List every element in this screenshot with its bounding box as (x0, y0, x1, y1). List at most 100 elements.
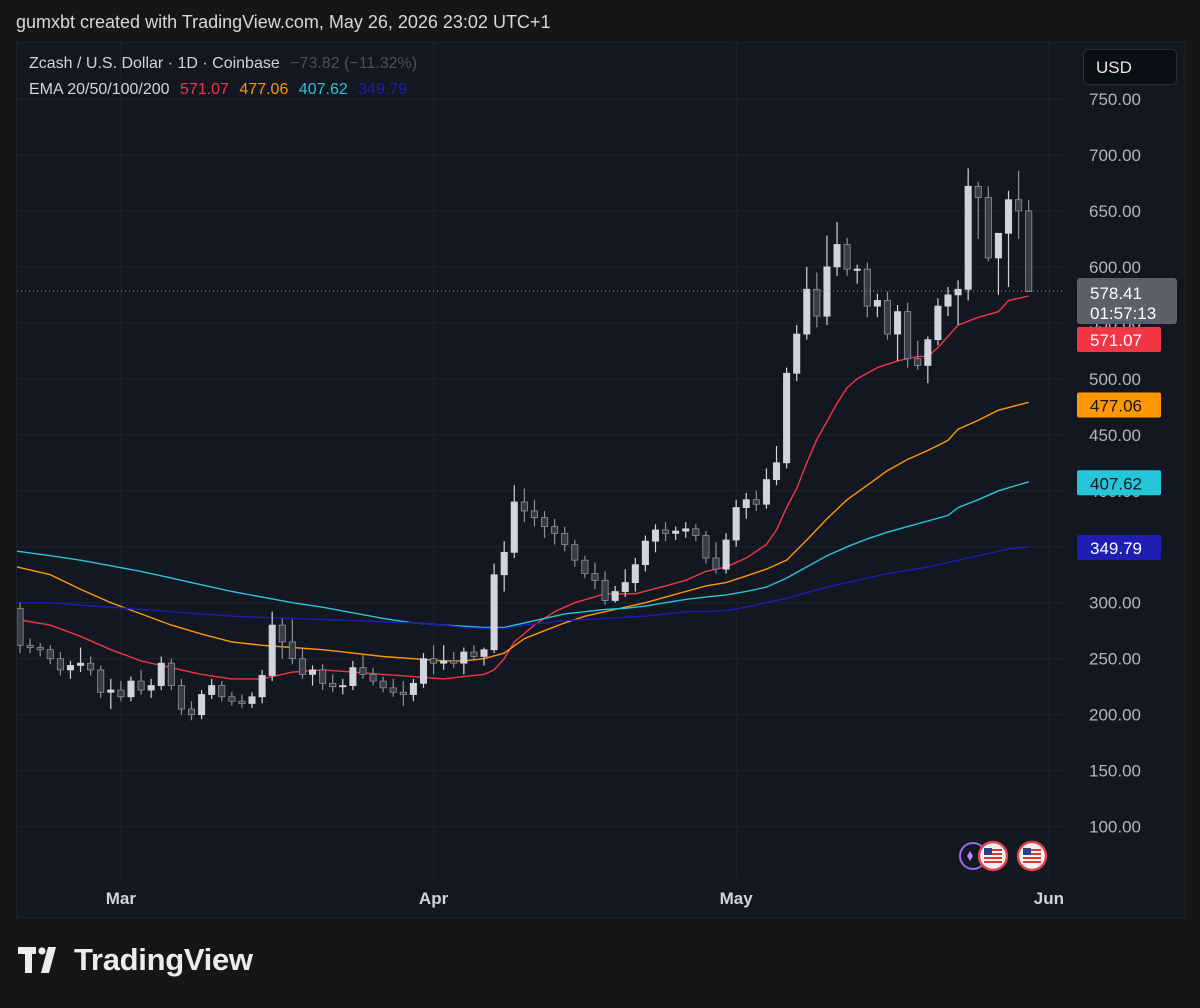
candle-body (56, 658, 64, 671)
y-tick-label: 450.00 (1089, 426, 1141, 445)
candle-body (530, 510, 538, 519)
candle-body (551, 526, 559, 534)
candle-body (409, 682, 417, 695)
candle-body (268, 624, 276, 676)
candle-body (97, 669, 105, 693)
candle-body (732, 507, 740, 541)
candle-body (934, 305, 942, 341)
candle-body (651, 529, 660, 542)
ema50-value: 477.06 (239, 81, 289, 98)
candle-body (722, 539, 730, 570)
candle-body (218, 685, 226, 698)
candle-body (399, 691, 407, 695)
ema-line-ema100 (17, 481, 1029, 629)
price-change: −73.82 (−11.32%) (290, 55, 418, 72)
candle-body (601, 579, 609, 601)
candle-body (883, 300, 892, 335)
badge-ring (1016, 840, 1048, 872)
ema-price-tag-label: 349.79 (1090, 539, 1142, 558)
candle-body (470, 651, 478, 657)
candle-body (198, 694, 206, 716)
candle-body (117, 689, 125, 698)
ema-line-ema200 (17, 546, 1029, 630)
candle-body (944, 294, 952, 307)
candle-body (813, 288, 821, 317)
candle-body (228, 696, 236, 702)
candle-body (490, 574, 498, 651)
ema-price-tag (1077, 470, 1161, 496)
ema-price-tag-label: 477.06 (1090, 397, 1142, 416)
flag-stripe (984, 857, 1002, 859)
candle-body (419, 658, 428, 684)
candle-body (904, 311, 912, 360)
candle-body (309, 669, 317, 675)
candle-body (66, 665, 74, 671)
candle-body (430, 658, 438, 664)
price-chart[interactable]: 100.00150.00200.00250.00300.00350.00400.… (17, 43, 1185, 917)
candle-body (762, 479, 770, 505)
candle-body (894, 311, 902, 335)
flag-stripe (1023, 861, 1041, 863)
ema-line-ema20 (17, 295, 1029, 680)
tradingview-logo-icon (18, 947, 56, 973)
candle-body (1015, 199, 1023, 212)
flag-stripe (984, 853, 1002, 855)
ema20-value: 571.07 (180, 81, 229, 98)
candle-body (288, 641, 296, 660)
candle-body (26, 644, 34, 648)
ema-indicator-label: EMA 20/50/100/200 (29, 81, 170, 98)
chart-panel[interactable]: 100.00150.00200.00250.00300.00350.00400.… (16, 42, 1186, 918)
symbol-title[interactable]: Zcash / U.S. Dollar · 1D · Coinbase (29, 55, 280, 72)
flag-canton (1023, 848, 1031, 855)
candle-body (641, 540, 649, 566)
y-tick-label: 650.00 (1089, 202, 1141, 221)
candle-body (258, 675, 266, 698)
candle-body (964, 185, 972, 290)
flag-stripe (1023, 849, 1041, 851)
candle-body (571, 544, 579, 561)
candle-body (954, 288, 962, 296)
ema-legend[interactable]: EMA 20/50/100/200 571.07 477.06 407.62 3… (29, 81, 413, 99)
candle-body (833, 244, 841, 268)
ema200-value: 349.79 (358, 81, 408, 98)
ema-line-ema50 (17, 401, 1029, 662)
chart-caption: gumxbt created with TradingView.com, May… (16, 12, 551, 32)
candle-body (863, 268, 871, 307)
candle-body (561, 532, 569, 545)
candle-body (46, 649, 54, 660)
candle-body (611, 591, 619, 601)
ema-price-tag (1077, 327, 1161, 353)
ema-price-tag-label: 407.62 (1090, 474, 1142, 493)
flag-canton (984, 848, 992, 855)
candle-body (853, 268, 861, 271)
candle-body (339, 685, 347, 688)
badge-ring (977, 840, 1009, 872)
candle-body (984, 197, 992, 259)
candle-body (803, 288, 811, 335)
candle-body (157, 662, 165, 686)
candle-body (772, 462, 781, 480)
candle-body (208, 685, 216, 695)
candle-body (278, 624, 286, 643)
candle-body (137, 680, 145, 691)
candle-body (369, 673, 377, 682)
y-tick-label: 250.00 (1089, 650, 1141, 669)
candle-body (692, 528, 700, 536)
candle-body (742, 499, 750, 508)
candle-body (379, 680, 387, 689)
flag-stripe (1023, 853, 1041, 855)
ema-price-tag (1077, 392, 1161, 418)
currency-button[interactable]: USD (1083, 49, 1177, 85)
candle-body (672, 530, 680, 534)
y-tick-label: 500.00 (1089, 370, 1141, 389)
candle-body (36, 647, 44, 651)
candle-body (843, 244, 851, 270)
x-tick-label: May (720, 889, 754, 908)
candle-body (682, 528, 690, 532)
candle-body (187, 708, 196, 716)
candle-body (17, 607, 24, 646)
candle-body (319, 669, 327, 684)
candle-body (349, 667, 357, 686)
sparkle-icon (967, 851, 973, 861)
candle-body (924, 339, 932, 366)
